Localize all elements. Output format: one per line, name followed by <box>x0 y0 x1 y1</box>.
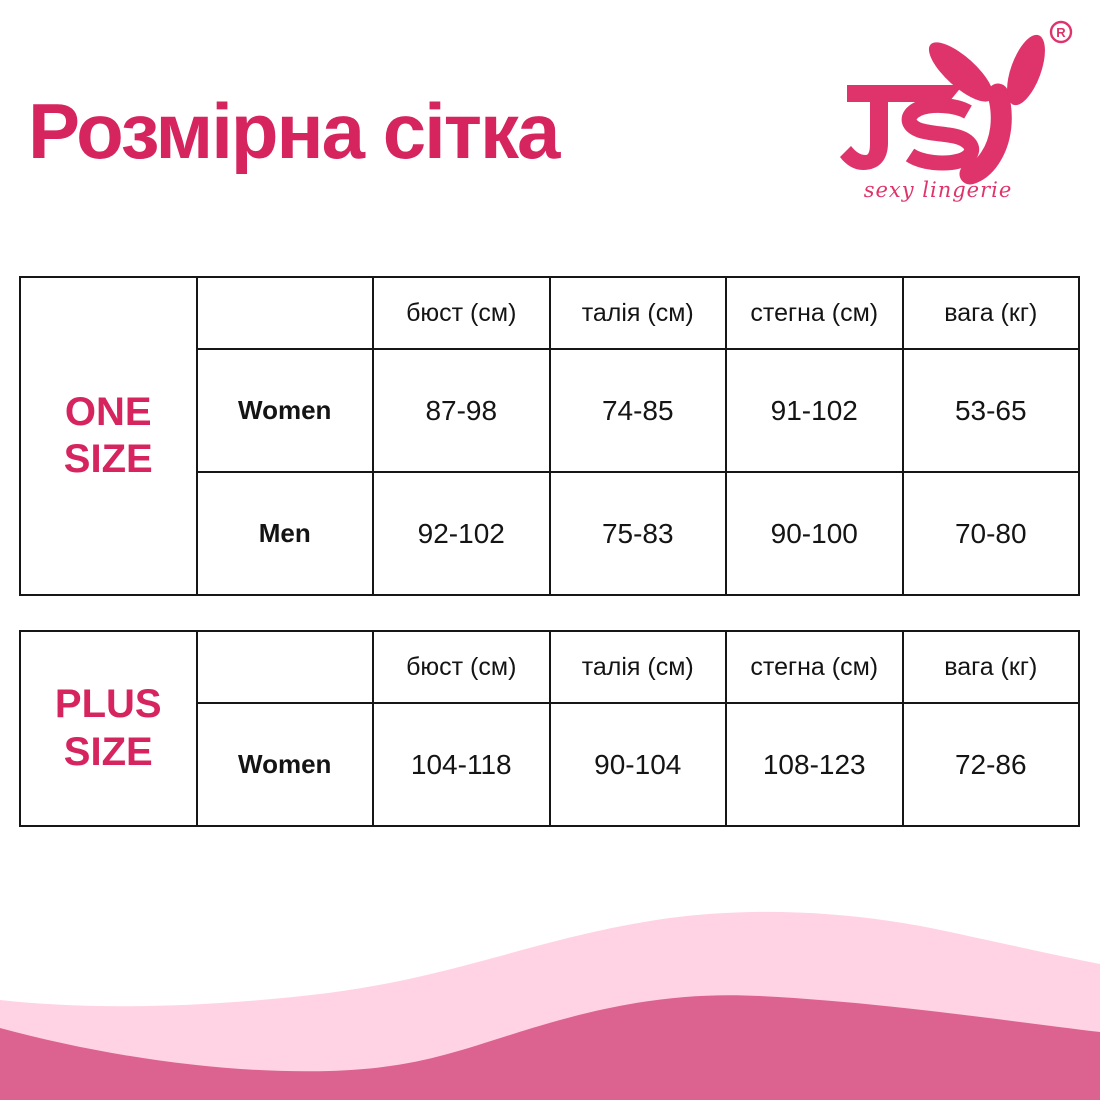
plus-size-table: PLUS SIZE бюст (см) талія (см) стегна (с… <box>19 630 1080 827</box>
value-cell: 74-85 <box>548 348 727 473</box>
letter-s-shape <box>901 97 980 171</box>
column-header-bust: бюст (см) <box>372 630 551 704</box>
value-cell: 91-102 <box>725 348 904 473</box>
value-cell: 75-83 <box>548 471 727 596</box>
registered-trademark-icon: R <box>1049 20 1073 44</box>
column-header-waist: талія (см) <box>548 630 727 704</box>
letter-j-shape <box>840 85 963 170</box>
right-leaf-icon <box>1007 34 1045 106</box>
value-cell: 90-100 <box>725 471 904 596</box>
wave-dark <box>0 995 1100 1100</box>
value-cell: 90-104 <box>548 702 727 827</box>
jsy-logo: R sexy lingerie <box>840 20 1073 202</box>
letter-y-junction <box>989 89 1011 111</box>
table-row-women: Women 87-98 74-85 91-102 53-65 <box>20 348 1080 473</box>
column-header-weight: вага (кг) <box>901 276 1080 350</box>
size-label-cell: ONE SIZE <box>19 276 198 596</box>
value-cell: 70-80 <box>901 471 1080 596</box>
column-header-hips: стегна (см) <box>725 276 904 350</box>
letter-y-stem-shape <box>959 83 1012 185</box>
empty-corner-cell <box>195 630 374 704</box>
svg-text:R: R <box>1056 25 1066 40</box>
row-label-women: Women <box>195 348 374 473</box>
column-header-bust: бюст (см) <box>372 276 551 350</box>
empty-corner-cell <box>195 276 374 350</box>
value-cell: 104-118 <box>372 702 551 827</box>
column-header-weight: вага (кг) <box>901 630 1080 704</box>
jsy-logo-mark: R sexy lingerie <box>840 20 1073 202</box>
one-size-table: ONE SIZE бюст (см) талія (см) стегна (см… <box>19 276 1080 596</box>
row-label-men: Men <box>195 471 374 596</box>
table-row-women: Women 104-118 90-104 108-123 72-86 <box>20 702 1080 827</box>
value-cell: 92-102 <box>372 471 551 596</box>
column-header-hips: стегна (см) <box>725 630 904 704</box>
value-cell: 53-65 <box>901 348 1080 473</box>
table-row-men: Men 92-102 75-83 90-100 70-80 <box>20 471 1080 596</box>
brand-tagline: sexy lingerie <box>864 178 1013 202</box>
page-title: Розмірна сітка <box>28 87 560 175</box>
row-label-women: Women <box>195 702 374 827</box>
value-cell: 108-123 <box>725 702 904 827</box>
value-cell: 72-86 <box>901 702 1080 827</box>
column-header-waist: талія (см) <box>548 276 727 350</box>
value-cell: 87-98 <box>372 348 551 473</box>
left-leaf-icon <box>928 42 994 102</box>
size-label-cell: PLUS SIZE <box>19 630 198 827</box>
wave-decoration <box>0 911 1100 1100</box>
